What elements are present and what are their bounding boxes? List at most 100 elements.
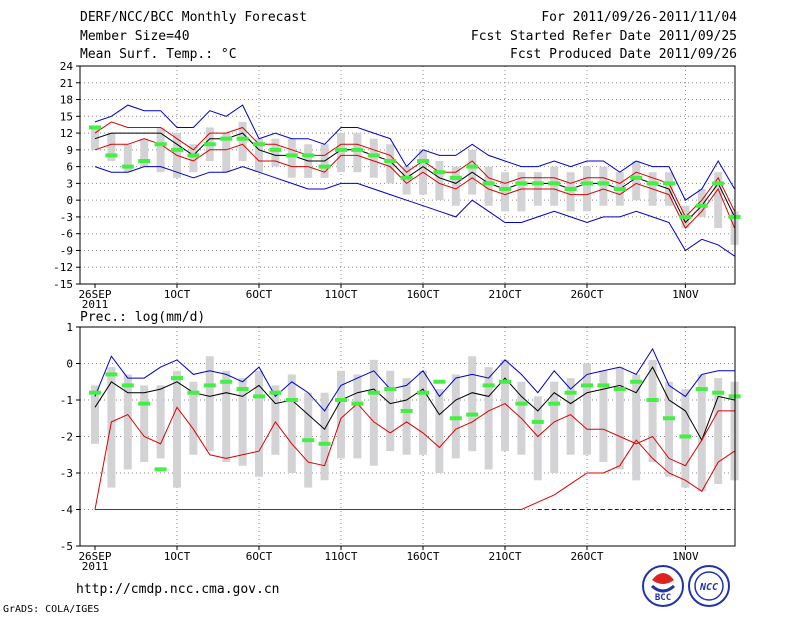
- y-tick-label: -5: [60, 540, 73, 553]
- obs-marker: [433, 379, 446, 384]
- fcst-started-date: Fcst Started Refer Date 2011/09/25: [470, 29, 737, 44]
- x-tick-label: 6OCT: [246, 288, 273, 301]
- logos: BCC NCC: [642, 565, 730, 607]
- grads-credit: GrADS: COLA/IGES: [3, 604, 100, 615]
- y-tick-label: 15: [60, 110, 73, 123]
- obs-marker: [548, 401, 561, 406]
- obs-marker: [220, 136, 233, 141]
- spread-box: [501, 172, 509, 212]
- spread-box: [369, 138, 378, 178]
- series-line-lower: [94, 402, 735, 510]
- obs-marker: [105, 372, 118, 377]
- member-size: Member Size=40: [80, 29, 190, 44]
- spread-box: [632, 374, 641, 481]
- obs-marker: [285, 153, 298, 158]
- obs-marker: [466, 164, 479, 169]
- obs-marker: [89, 390, 101, 395]
- y-tick-label: 21: [60, 77, 73, 90]
- spread-box: [386, 370, 395, 452]
- obs-marker: [548, 181, 561, 186]
- obs-marker: [515, 401, 528, 406]
- obs-marker: [138, 401, 151, 406]
- spread-box: [353, 374, 362, 459]
- obs-marker: [663, 181, 675, 186]
- spread-box: [484, 166, 493, 206]
- series-line-lower: [94, 138, 736, 229]
- spread-box: [566, 378, 575, 455]
- spread-box: [320, 392, 329, 481]
- spread-box: [697, 188, 706, 217]
- obs-marker: [351, 147, 364, 152]
- obs-marker: [384, 159, 397, 164]
- obs-marker: [236, 136, 249, 141]
- x-tick-label: 16OCT: [406, 288, 439, 301]
- obs-marker: [449, 175, 462, 180]
- obs-marker: [482, 383, 495, 388]
- spread-box: [386, 144, 395, 184]
- spread-box: [222, 133, 231, 173]
- x-tick-label: 6OCT: [246, 550, 273, 563]
- obs-marker: [630, 175, 643, 180]
- obs-marker: [499, 379, 511, 384]
- y-tick-label: -4: [60, 504, 74, 517]
- spread-box: [337, 370, 345, 459]
- spread-box: [156, 385, 165, 459]
- spread-box: [648, 359, 657, 463]
- obs-marker: [597, 383, 610, 388]
- obs-marker: [367, 153, 380, 158]
- spread-box: [435, 161, 444, 201]
- obs-marker: [318, 441, 331, 446]
- forecast-range: For 2011/09/26-2011/11/04: [541, 10, 737, 25]
- x-tick-label: 26OCT: [570, 288, 603, 301]
- obs-marker: [236, 387, 249, 392]
- obs-marker: [220, 379, 233, 384]
- x-tick-label: 1NOV: [672, 550, 699, 563]
- x-tick-label: 1OCT: [164, 288, 191, 301]
- series-line-mean: [94, 132, 736, 224]
- obs-marker: [581, 383, 593, 388]
- spread-box: [287, 138, 296, 178]
- obs-marker: [154, 142, 167, 147]
- series-line-max: [94, 347, 735, 412]
- obs-marker: [302, 438, 315, 443]
- source-url: http://cmdp.ncc.cma.gov.cn: [76, 582, 280, 597]
- obs-marker: [121, 164, 134, 169]
- obs-marker: [400, 175, 413, 180]
- spread-box: [238, 121, 247, 162]
- obs-marker: [630, 379, 643, 384]
- plot-frame: [79, 65, 736, 285]
- obs-marker: [499, 186, 511, 191]
- bcc-logo-text: BCC: [655, 593, 671, 603]
- ncc-logo: NCC: [688, 565, 730, 607]
- spread-box: [451, 166, 460, 206]
- obs-marker: [203, 142, 216, 147]
- obs-marker: [712, 390, 725, 395]
- obs-marker: [351, 401, 364, 406]
- obs-marker: [613, 387, 626, 392]
- ncc-logo-text: NCC: [699, 582, 718, 593]
- spread-box: [173, 370, 181, 488]
- series-line-upper: [94, 121, 736, 218]
- spread-box: [107, 133, 116, 162]
- obs-marker: [285, 398, 298, 402]
- y-tick-label: -3: [60, 211, 73, 224]
- x-tick-label: 16OCT: [406, 550, 439, 563]
- spread-box: [583, 363, 591, 455]
- obs-marker: [433, 170, 446, 175]
- spread-box: [353, 133, 362, 173]
- obs-marker: [695, 387, 708, 392]
- series-line-min: [95, 439, 735, 510]
- obs-marker: [384, 387, 397, 392]
- obs-marker: [253, 142, 265, 147]
- year-label: 2011: [82, 560, 109, 573]
- obs-marker: [515, 181, 528, 186]
- chart-title: DERF/NCC/BCC Monthly Forecast: [80, 10, 307, 25]
- obs-marker: [581, 181, 593, 186]
- x-tick-label: 1NOV: [672, 288, 699, 301]
- spread-box: [583, 166, 591, 212]
- obs-marker: [663, 416, 675, 421]
- obs-marker: [400, 408, 413, 413]
- spread-box: [91, 385, 99, 444]
- precip-panel-label: Prec.: log(mm/d): [80, 310, 206, 325]
- spread-box: [156, 127, 165, 173]
